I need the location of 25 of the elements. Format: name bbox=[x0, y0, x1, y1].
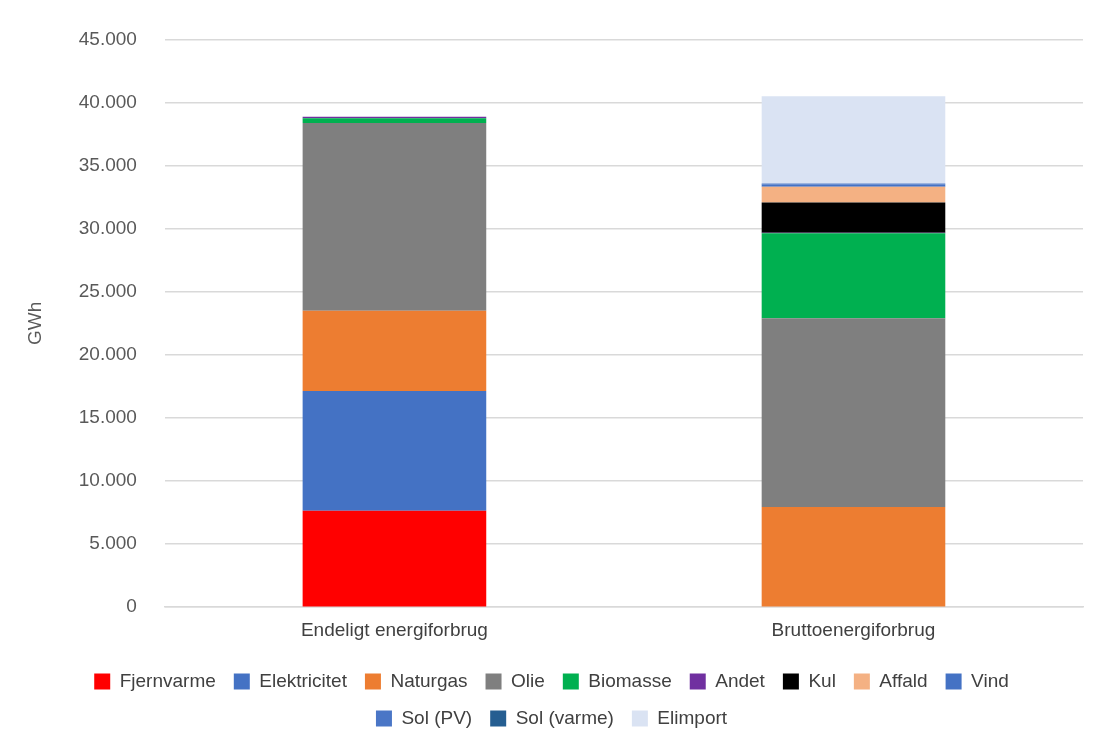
y-tick-label: 30.000 bbox=[78, 216, 137, 238]
legend-label: Elektricitet bbox=[259, 669, 348, 691]
y-axis-title: GWh bbox=[23, 301, 45, 345]
y-tick-label: 45.000 bbox=[78, 27, 137, 49]
legend-label: Elimport bbox=[657, 706, 728, 728]
y-tick-label: 5.000 bbox=[89, 532, 137, 554]
legend-label: Sol (PV) bbox=[401, 706, 473, 728]
x-tick-label: Bruttoenergiforbrug bbox=[771, 618, 936, 640]
legend-label: Andet bbox=[715, 669, 766, 691]
legend-label: Olie bbox=[511, 669, 545, 691]
y-tick-label: 35.000 bbox=[78, 153, 137, 175]
legend-label: Fjernvarme bbox=[119, 669, 216, 691]
y-tick-label: 25.000 bbox=[78, 279, 137, 301]
x-tick-label: Endeligt energiforbrug bbox=[300, 618, 488, 640]
legend-label: Biomasse bbox=[588, 669, 672, 691]
y-tick-label: 20.000 bbox=[78, 343, 137, 365]
y-tick-label: 0 bbox=[126, 595, 137, 617]
legend-label: Naturgas bbox=[390, 669, 468, 691]
legend-label: Vind bbox=[971, 669, 1009, 691]
y-tick-label: 15.000 bbox=[78, 406, 137, 428]
legend-label: Affald bbox=[879, 669, 928, 691]
y-tick-label: 40.000 bbox=[78, 90, 137, 112]
y-tick-label: 10.000 bbox=[78, 469, 137, 491]
legend-label: Kul bbox=[808, 669, 836, 691]
legend-label: Sol (varme) bbox=[515, 706, 614, 728]
